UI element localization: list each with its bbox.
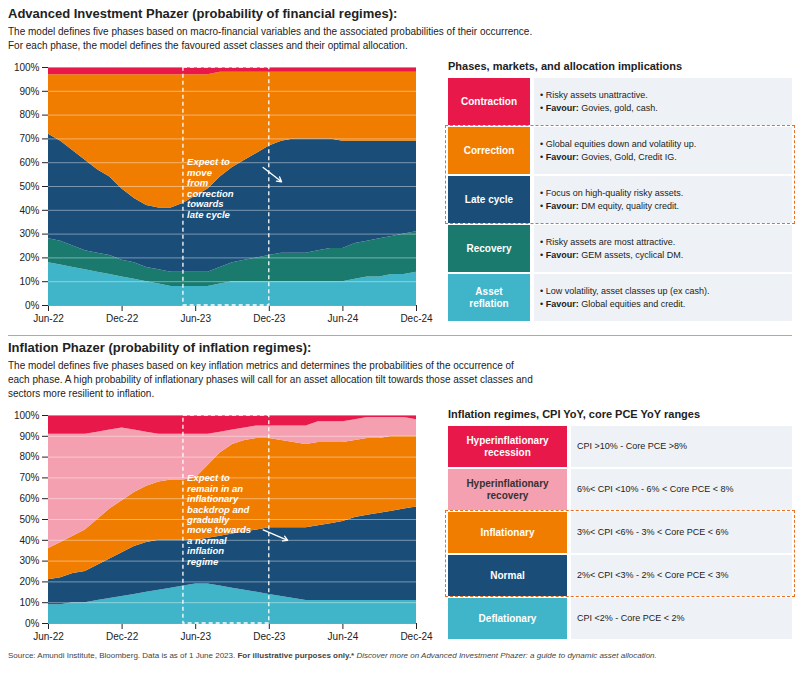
html-text:• Favour: DM equity, quality c: • Favour: DM equity, quality credit.: [540, 200, 679, 211]
html-text:Asset reflation: Asset reflation: [469, 285, 509, 309]
svg-text:20%: 20%: [19, 252, 39, 263]
html-text:• Global equities down and vol: • Global equities down and volatility up…: [540, 138, 697, 149]
html-text:Recovery: Recovery: [466, 242, 512, 254]
html-text:Hyperinflationary recovery: Hyperinflationary recovery: [466, 477, 549, 501]
svg-text:90%: 90%: [19, 86, 39, 97]
html-text:• Risky assets unattractive.: • Risky assets unattractive.: [540, 89, 648, 100]
svg-text:Jun-24: Jun-24: [328, 313, 359, 324]
svg-text:Expect tomovefromcorrectiontow: Expect tomovefromcorrectiontowardslate c…: [187, 156, 234, 219]
html-text:Inflation regimes, CPI YoY, co: Inflation regimes, CPI YoY, core PCE YoY…: [448, 408, 701, 420]
html-text:3%< CPI <6% - 3% < Core PCE <: 3%< CPI <6% - 3% < Core PCE < 6%: [577, 527, 729, 537]
html-text:• Low volatility, asset classe: • Low volatility, asset classes up (ex c…: [540, 285, 710, 296]
html-text:CPI <2% - Core PCE < 2%: CPI <2% - Core PCE < 2%: [577, 613, 685, 623]
html-text:The model defines five phases: The model defines five phases based on k…: [8, 360, 533, 399]
svg-text:Jun-24: Jun-24: [328, 631, 359, 642]
svg-text:Jun-23: Jun-23: [180, 631, 211, 642]
svg-text:Dec-24: Dec-24: [400, 631, 433, 642]
html-text:Late cycle: Late cycle: [464, 193, 514, 205]
svg-text:Jun-22: Jun-22: [33, 631, 64, 642]
svg-text:Dec-24: Dec-24: [400, 313, 433, 324]
svg-text:80%: 80%: [19, 451, 39, 462]
html-text:Contraction: Contraction: [460, 95, 517, 107]
html-text:CPI >10% - Core PCE >8%: CPI >10% - Core PCE >8%: [577, 441, 688, 451]
svg-text:Expect toremain in aninflation: Expect toremain in aninflationarybackdro…: [186, 472, 251, 567]
html-text:2%< CPI <3% - 2% < Core PCE <: 2%< CPI <3% - 2% < Core PCE < 3%: [577, 570, 729, 580]
svg-text:100%: 100%: [14, 62, 40, 73]
svg-text:70%: 70%: [19, 472, 39, 483]
svg-text:30%: 30%: [19, 228, 39, 239]
svg-text:80%: 80%: [19, 109, 39, 120]
svg-text:0%: 0%: [25, 300, 40, 311]
html-text:Deflationary: Deflationary: [478, 612, 537, 624]
html-text:Correction: Correction: [463, 144, 515, 156]
svg-text:10%: 10%: [19, 276, 39, 287]
html-text:Normal: Normal: [490, 569, 525, 581]
svg-text:100%: 100%: [14, 410, 40, 421]
html-text:Advanced Investment Phazer (pr: Advanced Investment Phazer (probability …: [8, 6, 398, 21]
html-text:6%< CPI <10% - 6% < Core PCE <: 6%< CPI <10% - 6% < Core PCE < 8%: [577, 484, 734, 494]
svg-text:Jun-22: Jun-22: [33, 313, 64, 324]
svg-text:Dec-22: Dec-22: [106, 313, 139, 324]
svg-text:40%: 40%: [19, 205, 39, 216]
html-text:Hyperinflationary recession: Hyperinflationary recession: [466, 434, 549, 458]
html-text:Inflation Phazer (probability: Inflation Phazer (probability of inflati…: [8, 340, 312, 355]
html-text:Source: Amundi Institute, Bloo: Source: Amundi Institute, Bloomberg. Dat…: [8, 651, 657, 660]
svg-text:90%: 90%: [19, 431, 39, 442]
svg-text:70%: 70%: [19, 133, 39, 144]
html-text:• Favour: Govies, gold, cash.: • Favour: Govies, gold, cash.: [540, 102, 658, 113]
svg-text:Dec-22: Dec-22: [106, 631, 139, 642]
svg-text:Jun-23: Jun-23: [180, 313, 211, 324]
svg-text:40%: 40%: [19, 535, 39, 546]
svg-text:50%: 50%: [19, 514, 39, 525]
html-text:• Focus on high-quality risky: • Focus on high-quality risky assets.: [540, 187, 684, 198]
html-text:The model defines five phases: The model defines five phases based on m…: [8, 26, 533, 51]
svg-text:20%: 20%: [19, 576, 39, 587]
html-text:• Favour: Global equities and: • Favour: Global equities and credit.: [540, 298, 686, 309]
svg-text:50%: 50%: [19, 181, 39, 192]
svg-text:Dec-23: Dec-23: [253, 631, 286, 642]
svg-text:0%: 0%: [25, 618, 40, 629]
svg-text:Dec-23: Dec-23: [253, 313, 286, 324]
svg-text:60%: 60%: [19, 493, 39, 504]
html-text:• Favour: GEM assets, cyclical: • Favour: GEM assets, cyclical DM.: [540, 249, 684, 260]
html-text:• Risky assets are most attrac: • Risky assets are most attractive.: [540, 236, 676, 247]
html-text:Inflationary: Inflationary: [480, 526, 535, 538]
svg-text:30%: 30%: [19, 555, 39, 566]
svg-text:60%: 60%: [19, 157, 39, 168]
html-text:• Favour: Govies, Gold, Credit: • Favour: Govies, Gold, Credit IG.: [540, 151, 677, 162]
html-text:Phases, markets, and allocatio: Phases, markets, and allocation implicat…: [448, 60, 683, 72]
svg-text:10%: 10%: [19, 597, 39, 608]
